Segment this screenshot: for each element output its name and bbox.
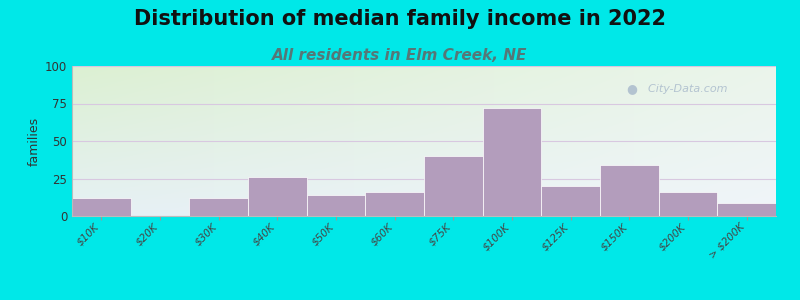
Bar — [658, 192, 718, 216]
Bar — [72, 198, 130, 216]
Bar — [482, 108, 542, 216]
Bar — [248, 177, 306, 216]
Text: Distribution of median family income in 2022: Distribution of median family income in … — [134, 9, 666, 29]
Bar — [542, 186, 600, 216]
Bar — [600, 165, 658, 216]
Text: City-Data.com: City-Data.com — [642, 83, 728, 94]
Text: ●: ● — [626, 82, 637, 95]
Bar — [718, 202, 776, 216]
Text: All residents in Elm Creek, NE: All residents in Elm Creek, NE — [272, 48, 528, 63]
Bar — [424, 156, 482, 216]
Y-axis label: families: families — [28, 116, 41, 166]
Bar — [190, 198, 248, 216]
Bar — [306, 195, 366, 216]
Bar — [366, 192, 424, 216]
